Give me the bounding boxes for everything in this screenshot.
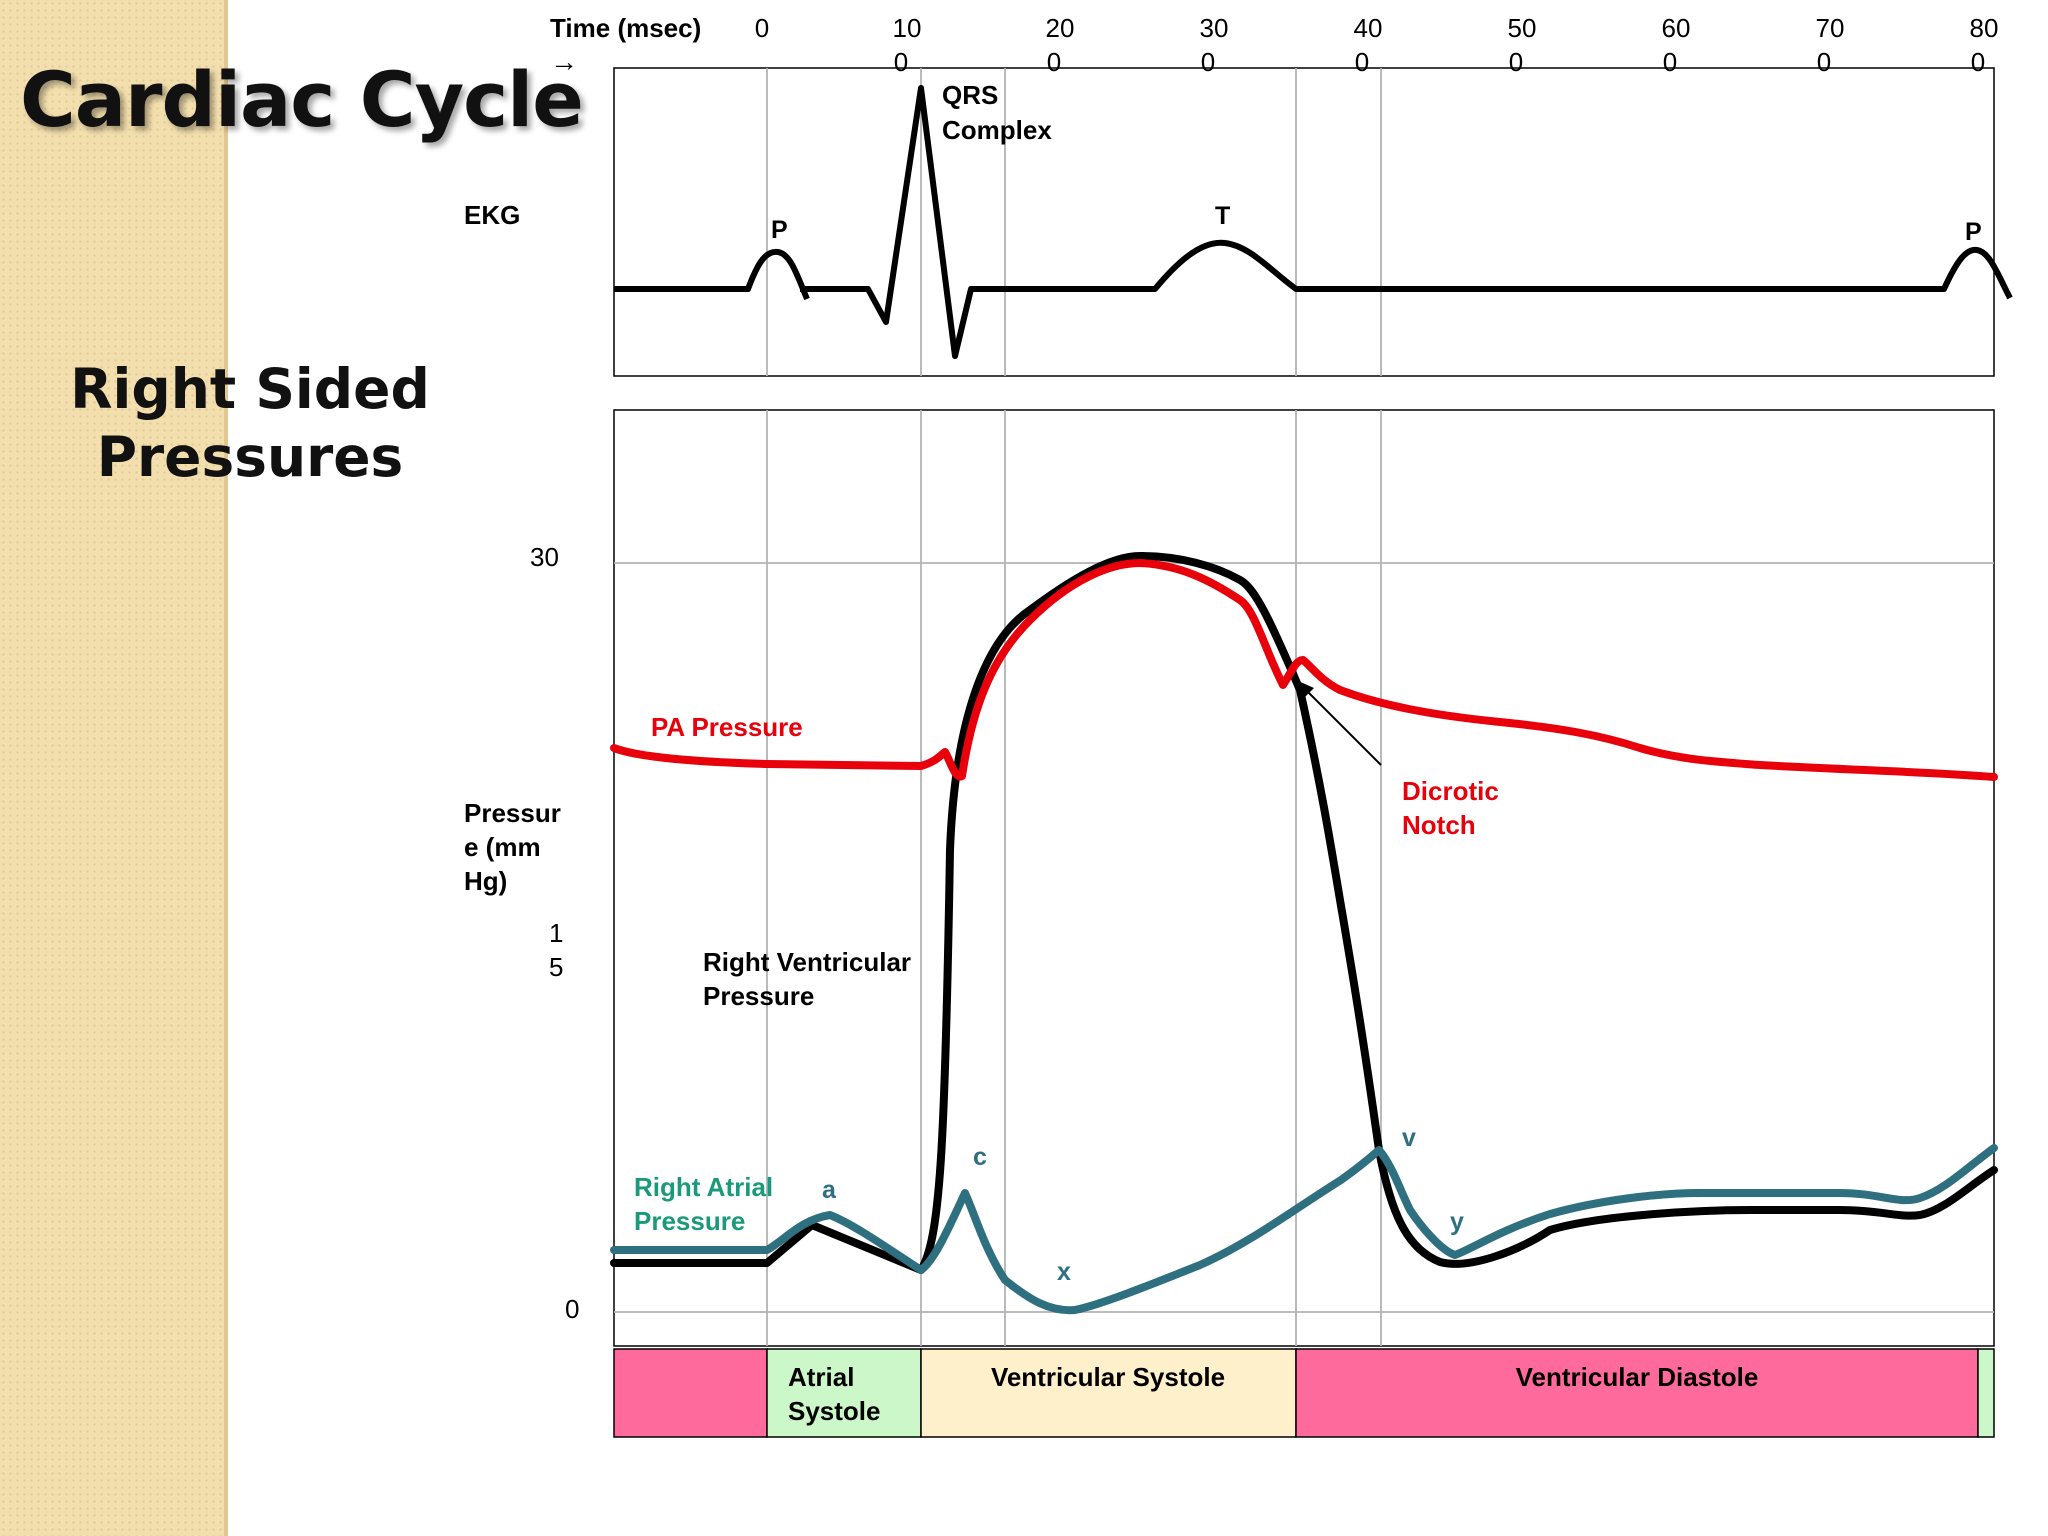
- t-wave-label: T: [1215, 202, 1230, 230]
- atrial-systole-label-line-2: Systole: [788, 1396, 881, 1426]
- time-tick-label: 70: [1816, 13, 1845, 43]
- pressure-tick-30: 30: [530, 542, 559, 572]
- time-axis-arrow: →: [550, 46, 578, 77]
- time-tick-label: 60: [1662, 13, 1691, 43]
- pa-pressure-label: PA Pressure: [651, 712, 803, 742]
- time-tick-label: 80: [1970, 13, 1999, 43]
- pressure-axis-label-line-3: Hg): [464, 866, 507, 896]
- right-atrial-pressure-curve: [610, 1144, 1998, 1315]
- phase-next-atrial-systole: [1977, 1348, 1995, 1438]
- p-wave-label: P: [771, 216, 788, 244]
- time-tick-label: 40: [1354, 13, 1383, 43]
- time-tick-label: 10: [893, 13, 922, 43]
- subtitle-line-1: Right Sided: [70, 357, 430, 421]
- qrs-label-line-1: QRS: [942, 80, 998, 110]
- ra-pressure-label-line-2: Pressure: [634, 1206, 745, 1236]
- time-tick-label-wrap: 0: [1817, 47, 1831, 77]
- pressure-axis-label-line-2: e (mm: [464, 832, 541, 862]
- rv-pressure-label-line-2: Pressure: [703, 981, 814, 1011]
- pressure-tick-0: 0: [565, 1294, 579, 1324]
- dicrotic-notch-label-line-1: Dicrotic: [1402, 776, 1499, 806]
- ventricular-diastole-label: Ventricular Diastole: [1516, 1362, 1759, 1392]
- wave-y-label: y: [1450, 1208, 1464, 1236]
- p-wave-label-2: P: [1965, 218, 1982, 246]
- time-tick-label: 0: [755, 13, 769, 43]
- time-tick-label-wrap: 0: [1663, 47, 1677, 77]
- time-tick-label: 50: [1508, 13, 1537, 43]
- ventricular-systole-label: Ventricular Systole: [991, 1362, 1225, 1392]
- ekg-gridlines: [766, 68, 1382, 376]
- time-axis-label: Time (msec): [550, 13, 701, 43]
- time-tick-label-wrap: 0: [1509, 47, 1523, 77]
- subtitle-line-2: Pressures: [96, 425, 404, 489]
- pressure-tick-15-line-1: 1: [549, 918, 563, 948]
- ekg-trace: [614, 85, 2013, 359]
- phase-late-diastole: [613, 1348, 768, 1438]
- phase-atrial-systole: [766, 1348, 922, 1438]
- time-tick-label-wrap: 0: [894, 47, 908, 77]
- qrs-label-line-2: Complex: [942, 115, 1052, 145]
- slide-subtitle: Right Sided Pressures: [60, 355, 440, 491]
- slide-title: Cardiac Cycle: [20, 55, 584, 144]
- wave-x-label: x: [1057, 1258, 1071, 1286]
- rv-pressure-label-line-1: Right Ventricular: [703, 947, 911, 977]
- ekg-panel-frame: [613, 67, 1995, 377]
- wave-c-label: c: [973, 1143, 987, 1171]
- wave-v-label: v: [1402, 1124, 1416, 1152]
- right-ventricular-pressure-curve: [610, 552, 1998, 1274]
- pressure-tick-15-line-2: 5: [549, 952, 563, 982]
- ra-pressure-label-line-1: Right Atrial: [634, 1172, 773, 1202]
- ekg-label: EKG: [464, 200, 520, 230]
- dicrotic-notch-arrow: [1296, 680, 1382, 766]
- decorative-sidebar: [0, 0, 228, 1536]
- time-tick-label: 30: [1200, 13, 1229, 43]
- time-tick-label-wrap: 0: [1355, 47, 1369, 77]
- pressure-gridlines: [614, 410, 1994, 1346]
- phase-bar: [613, 1348, 1995, 1438]
- time-tick-label-wrap: 0: [1047, 47, 1061, 77]
- time-tick-label-wrap: 0: [1971, 47, 1985, 77]
- atrial-systole-label-line-1: Atrial: [788, 1362, 854, 1392]
- pa-pressure-curve: [610, 559, 1998, 781]
- wave-a-label: a: [822, 1176, 837, 1204]
- dicrotic-notch-label-line-2: Notch: [1402, 810, 1476, 840]
- time-tick-label: 20: [1046, 13, 1075, 43]
- phase-ventricular-diastole: [1295, 1348, 1979, 1438]
- pressure-panel-frame: [613, 409, 1995, 1347]
- pressure-axis-label-line-1: Pressur: [464, 798, 561, 828]
- time-tick-labels: 0 10 0 20 0 30 0 40 0 50 0 60 0 70 0 80 0: [755, 13, 1999, 77]
- time-tick-label-wrap: 0: [1201, 47, 1215, 77]
